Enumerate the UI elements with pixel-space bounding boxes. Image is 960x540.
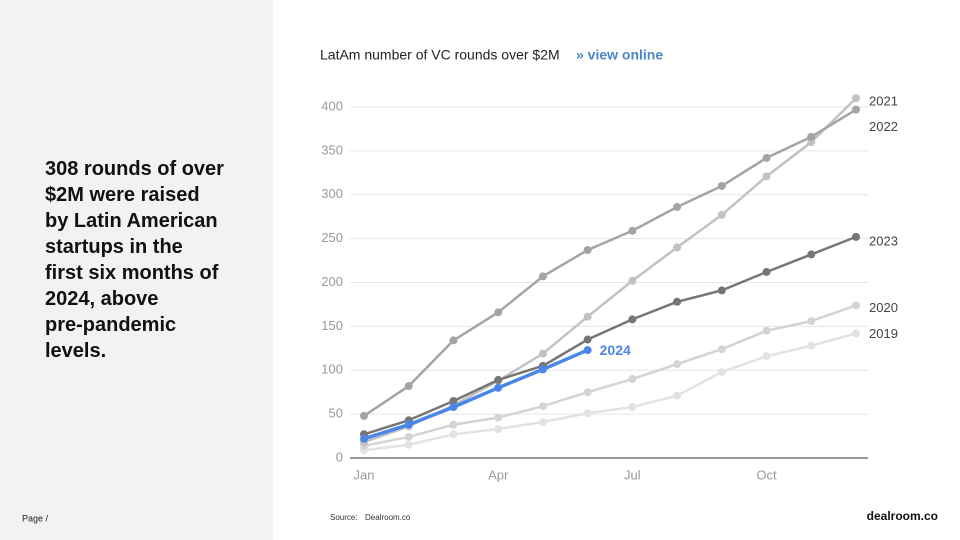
- page-number: Page /: [22, 513, 49, 523]
- point: [717, 210, 726, 219]
- point: [494, 308, 503, 317]
- series-label: 2023: [869, 233, 898, 248]
- point: [762, 267, 771, 276]
- y-tick-label: 400: [321, 98, 343, 113]
- point: [852, 94, 860, 103]
- point: [360, 434, 368, 443]
- point: [538, 272, 547, 281]
- point: [852, 232, 860, 241]
- headline-line: pre-pandemic: [45, 314, 177, 336]
- headline-line: 308 rounds of over: [45, 158, 224, 180]
- series-label: 2024: [600, 342, 631, 358]
- point: [673, 203, 682, 212]
- headline-line: startups in the: [45, 236, 183, 258]
- headline-line: $2M were raised: [45, 184, 200, 206]
- point: [807, 341, 816, 350]
- point: [449, 403, 458, 412]
- point: [852, 105, 860, 114]
- x-tick-label: Jan: [354, 467, 375, 482]
- x-tick-label: Oct: [756, 467, 777, 482]
- series-line: [363, 108, 857, 417]
- series-line: [363, 348, 589, 441]
- point: [673, 391, 682, 400]
- point: [628, 375, 637, 384]
- point: [449, 396, 458, 405]
- point: [852, 329, 860, 338]
- point: [494, 425, 503, 434]
- headline-line: levels.: [45, 340, 107, 362]
- point: [449, 420, 458, 429]
- point: [762, 326, 771, 335]
- point: [404, 432, 413, 441]
- point: [583, 312, 592, 321]
- brand: dealroom.co: [867, 509, 938, 523]
- side-panel: 308 rounds of over $2M were raised by Lati…: [0, 0, 273, 540]
- point: [449, 430, 458, 439]
- series-label: 2020: [869, 300, 898, 315]
- y-tick-label: 0: [336, 449, 343, 464]
- point: [762, 172, 771, 181]
- chart-title: LatAm number of VC rounds over $2M: [320, 47, 560, 63]
- point: [807, 132, 816, 141]
- y-tick-label: 50: [329, 406, 343, 421]
- series-line: [363, 332, 857, 452]
- series-label: 2022: [869, 119, 898, 134]
- point: [538, 349, 547, 358]
- x-tick-label: Jul: [624, 467, 641, 482]
- point: [628, 403, 637, 412]
- point: [404, 440, 413, 449]
- y-tick-label: 200: [321, 274, 343, 289]
- y-tick-label: 350: [321, 142, 343, 157]
- point: [538, 402, 547, 411]
- point: [717, 368, 726, 377]
- source: Dealroom.co: [365, 513, 411, 522]
- y-tick-label: 150: [321, 318, 343, 333]
- point: [538, 418, 547, 427]
- point: [807, 250, 816, 259]
- series-label: 2019: [869, 326, 898, 341]
- point: [628, 315, 637, 324]
- point: [807, 317, 816, 326]
- series-line: [363, 235, 857, 436]
- point: [583, 246, 592, 255]
- y-tick-label: 250: [321, 230, 343, 245]
- point: [762, 153, 771, 162]
- point: [538, 365, 547, 374]
- point: [673, 360, 682, 369]
- headline-line: by Latin American: [45, 210, 218, 232]
- point: [717, 181, 726, 190]
- point: [762, 352, 771, 361]
- point: [852, 301, 860, 310]
- point: [494, 413, 503, 422]
- point: [494, 383, 503, 392]
- point: [404, 420, 413, 429]
- point: [360, 411, 368, 420]
- x-tick-label: Apr: [488, 467, 509, 482]
- point: [494, 375, 503, 384]
- point: [628, 276, 637, 285]
- point: [583, 388, 592, 397]
- point: [583, 409, 592, 418]
- point: [583, 335, 592, 344]
- point: [449, 336, 458, 345]
- point: [673, 297, 682, 306]
- point: [583, 346, 592, 355]
- point: [404, 382, 413, 391]
- point: [628, 226, 637, 235]
- view-online-link[interactable]: » view online: [576, 47, 663, 63]
- point: [717, 345, 726, 354]
- series-line: [363, 304, 857, 447]
- headline-line: first six months of: [45, 262, 219, 284]
- headline-line: 2024, above: [45, 288, 159, 310]
- source-label: Source:: [330, 513, 358, 522]
- y-tick-label: 100: [321, 362, 343, 377]
- series-label: 2021: [869, 94, 898, 109]
- point: [673, 243, 682, 252]
- headline: 308 rounds of over $2M were raised by Lati…: [45, 156, 224, 364]
- point: [717, 286, 726, 295]
- y-tick-label: 300: [321, 186, 343, 201]
